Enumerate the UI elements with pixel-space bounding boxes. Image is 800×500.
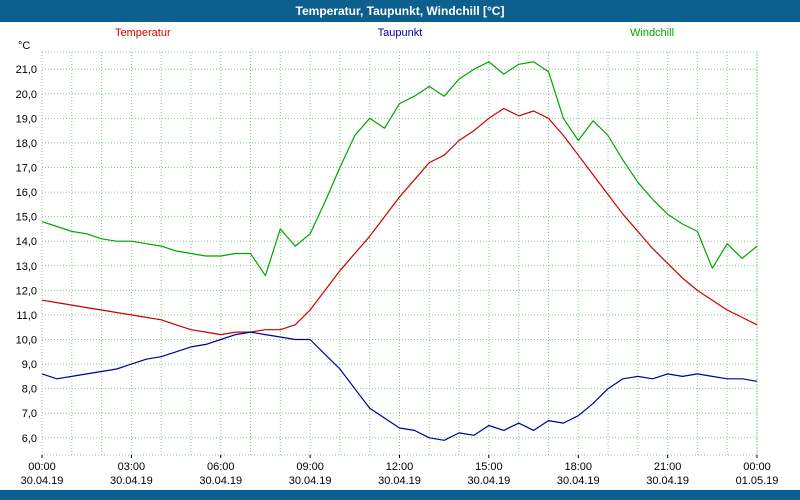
- window-title: Temperatur, Taupunkt, Windchill [°C]: [295, 4, 505, 18]
- x-tick-time-label: 15:00: [475, 461, 503, 473]
- legend-temperatur: Temperatur: [115, 27, 171, 39]
- series-line-temperatur: [41, 107, 758, 336]
- y-tick-label: 10,0: [16, 335, 37, 347]
- series-line-taupunkt: [41, 331, 758, 441]
- y-tick-label: 14,0: [16, 236, 37, 248]
- y-tick-label: 15,0: [16, 212, 37, 224]
- y-tick-label: 16,0: [16, 187, 37, 199]
- x-tick-date-label: 30.04.19: [21, 475, 64, 487]
- x-tick-time-label: 00:00: [743, 461, 771, 473]
- y-tick-label: 21,0: [16, 64, 37, 76]
- y-tick-label: 8,0: [22, 384, 37, 396]
- y-tick-label: 12,0: [16, 285, 37, 297]
- x-tick-time-label: 12:00: [386, 461, 414, 473]
- y-tick-label: 18,0: [16, 138, 37, 150]
- series-line-windchill: [41, 61, 758, 277]
- y-tick-label: 20,0: [16, 89, 37, 101]
- y-tick-label: 6,0: [22, 433, 37, 445]
- x-tick-time-label: 18:00: [564, 461, 592, 473]
- x-tick-time-label: 09:00: [296, 461, 324, 473]
- x-tick-date-label: 30.04.19: [378, 475, 421, 487]
- x-tick-time-label: 00:00: [28, 461, 56, 473]
- x-tick-time-label: 03:00: [118, 461, 146, 473]
- y-axis-unit-label: °C: [18, 40, 31, 52]
- x-tick-time-label: 21:00: [654, 461, 682, 473]
- y-tick-label: 11,0: [16, 310, 37, 322]
- legend-windchill: Windchill: [630, 27, 675, 39]
- x-tick-date-label: 30.04.19: [110, 475, 153, 487]
- x-tick-date-label: 30.04.19: [467, 475, 510, 487]
- x-tick-time-label: 06:00: [207, 461, 235, 473]
- window-titlebar: Temperatur, Taupunkt, Windchill [°C]: [0, 0, 800, 22]
- x-tick-date-label: 30.04.19: [199, 475, 242, 487]
- y-tick-label: 13,0: [16, 261, 37, 273]
- y-tick-label: 7,0: [22, 408, 37, 420]
- x-tick-date-label: 30.04.19: [557, 475, 600, 487]
- y-tick-label: 17,0: [16, 162, 37, 174]
- x-tick-date-label: 01.05.19: [736, 475, 779, 487]
- plot-border: [41, 51, 758, 456]
- legend-taupunkt: Taupunkt: [377, 27, 423, 39]
- x-tick-date-label: 30.04.19: [289, 475, 332, 487]
- y-tick-label: 19,0: [16, 113, 37, 125]
- x-tick-date-label: 30.04.19: [646, 475, 689, 487]
- y-tick-label: 9,0: [22, 359, 37, 371]
- window-bottombar: [0, 490, 800, 500]
